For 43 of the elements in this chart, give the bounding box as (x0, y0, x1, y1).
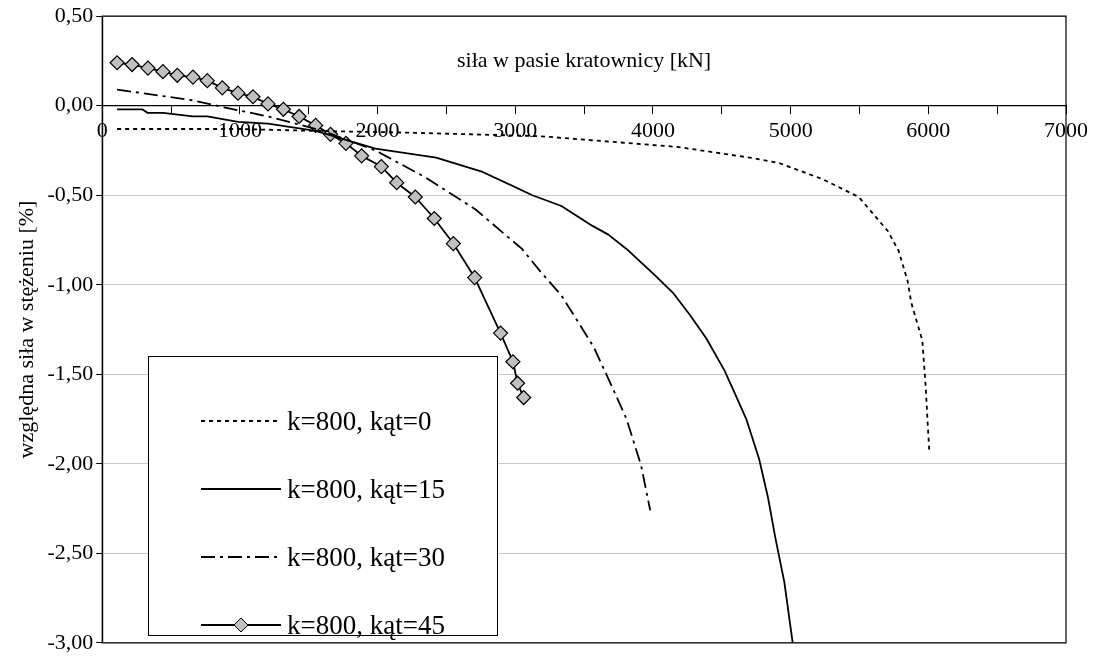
y-tick-label: -1,00 (47, 270, 94, 296)
point (230, 85, 246, 101)
point (510, 375, 526, 391)
y-tick-label: -2,00 (47, 449, 94, 475)
x-tick-label: 6000 (906, 116, 951, 142)
legend-label: k=800, kąt=15 (287, 473, 445, 505)
point (354, 148, 370, 164)
legend-label: k=800, kąt=45 (287, 609, 445, 641)
legend-label: k=800, kąt=0 (287, 405, 432, 437)
point (185, 69, 201, 85)
point (407, 189, 423, 205)
point (516, 389, 532, 406)
y-axis-title: względna siła w stężeniu [%] (12, 200, 38, 459)
x-tick-label: 4000 (630, 116, 675, 142)
x-axis-title: siła w pasie kratownicy [kN] (457, 46, 712, 72)
point (260, 96, 276, 112)
y-tick-label: 0,50 (54, 1, 94, 27)
point (426, 210, 442, 227)
point (109, 55, 125, 71)
y-tick-label: -1,50 (47, 360, 94, 386)
point (373, 158, 389, 175)
point (214, 80, 230, 96)
x-tick-label: 2000 (355, 116, 400, 142)
legend-label: k=800, kąt=30 (287, 541, 445, 573)
point (445, 235, 461, 252)
point (124, 56, 140, 73)
point (291, 108, 307, 125)
y-tick-label: -3,00 (47, 628, 94, 654)
y-tick-label: 0,00 (54, 91, 94, 117)
point (505, 354, 521, 370)
y-tick-label: -2,50 (47, 539, 94, 565)
point (492, 325, 509, 341)
y-tick-label: -0,50 (47, 181, 94, 207)
point (245, 89, 261, 105)
point (467, 269, 483, 286)
x-tick-label: 3000 (493, 116, 538, 142)
point (275, 101, 292, 117)
point (155, 64, 171, 80)
point (389, 175, 405, 191)
point (140, 60, 156, 76)
point (199, 73, 215, 89)
point (169, 67, 185, 83)
x-tick-label: 5000 (768, 116, 813, 142)
